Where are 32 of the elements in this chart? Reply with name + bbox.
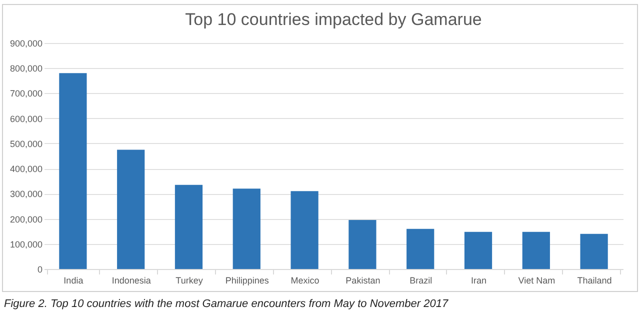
y-tick-label: 400,000 — [10, 164, 42, 174]
x-tick-label: Indonesia — [112, 276, 151, 286]
x-tick-label: Pakistan — [346, 276, 380, 286]
x-tick-label: India — [64, 276, 84, 286]
bar — [580, 234, 608, 269]
bar — [290, 191, 318, 269]
bar — [59, 73, 87, 269]
y-tick-label: 0 — [37, 264, 42, 274]
bar — [522, 232, 550, 269]
x-tick-label: Iran — [470, 276, 487, 286]
x-tick-label: Mexico — [290, 276, 320, 286]
y-tick-label: 500,000 — [10, 138, 42, 149]
y-tick-label: 200,000 — [10, 214, 42, 224]
x-tick-label: Turkey — [176, 276, 204, 286]
x-tick-label: Brazil — [410, 276, 432, 286]
bar — [174, 184, 203, 269]
bar — [232, 188, 260, 269]
bar — [117, 150, 145, 269]
bar — [348, 220, 376, 269]
y-tick-label: 700,000 — [10, 88, 42, 99]
y-tick-label: 600,000 — [10, 114, 42, 124]
y-tick-label: 800,000 — [10, 64, 42, 74]
y-tick-label: 300,000 — [10, 189, 42, 200]
y-tick-label: 100,000 — [10, 239, 42, 250]
bar — [406, 228, 434, 269]
x-tick-label: Viet Nam — [518, 276, 556, 286]
y-tick-label: 900,000 — [10, 38, 42, 48]
x-tick-label: Thailand — [577, 276, 612, 286]
chart-title: Top 10 countries impacted by Gamarue — [185, 10, 482, 29]
x-tick-label: Philippines — [225, 276, 270, 286]
caption: Figure 2. Top 10 countries with the most Gamarue encounters from May to November 2017 — [4, 298, 450, 310]
bar — [464, 232, 492, 269]
